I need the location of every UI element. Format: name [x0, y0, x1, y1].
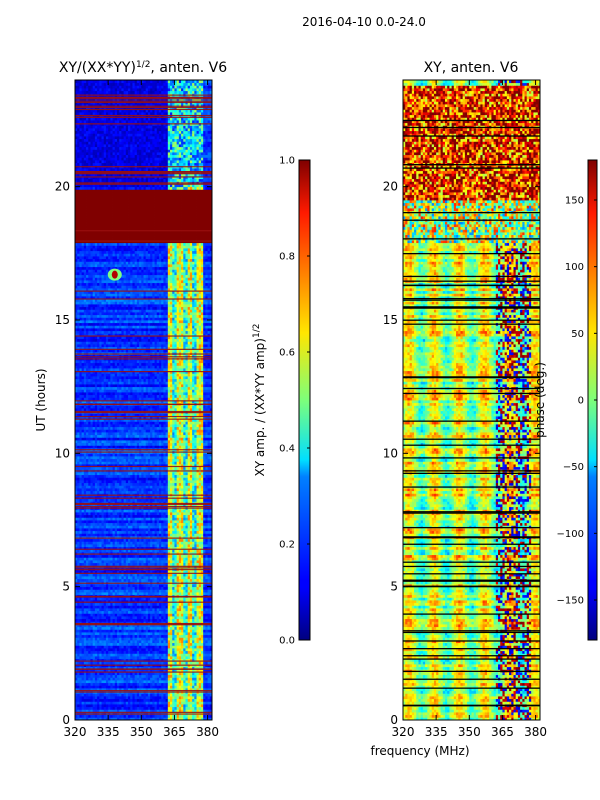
colorbar2-gradient: [588, 160, 597, 640]
y-tick-label: 10: [383, 446, 398, 460]
xlabel: frequency (MHz): [370, 744, 469, 758]
colorbar-tick-label: 0.4: [279, 444, 295, 455]
panel1-heatmap: [75, 80, 212, 720]
y-tick-label: 15: [383, 313, 398, 327]
x-tick-label: 320: [392, 725, 415, 739]
panel2-heatmap: [403, 80, 540, 720]
colorbar-tick-label: 0.2: [279, 540, 295, 551]
colorbar-tick-label: 0.6: [279, 348, 295, 359]
colorbar-tick-label: 0: [578, 396, 584, 407]
y-tick-label: 20: [55, 180, 70, 194]
x-tick-label: 365: [163, 725, 186, 739]
panel1-x-ticks: 320 335 350 365 380: [64, 80, 219, 739]
colorbar1-ticks: 0.0 0.2 0.4 0.6 0.8 1.0: [279, 156, 310, 647]
colorbar-tick-label: 50: [571, 329, 584, 340]
colorbar-tick-label: −50: [563, 462, 584, 473]
colorbar-tick-label: 100: [565, 262, 584, 273]
panel2-title: XY, anten. V6: [424, 60, 519, 76]
panel1-title: XY/(XX*YY)1/2, anten. V6: [59, 60, 227, 76]
colorbar-tick-label: −150: [557, 596, 584, 607]
panel2-frame: [402, 79, 541, 721]
x-tick-label: 335: [97, 725, 120, 739]
hot-spot-core: [111, 270, 118, 279]
x-tick-label: 350: [458, 725, 481, 739]
colorbar-tick-label: 0.8: [279, 252, 295, 263]
panel1-y-ticks: 0 5 10 15 20: [55, 180, 212, 727]
colorbar-tick-label: 150: [565, 196, 584, 207]
y-tick-label: 15: [55, 313, 70, 327]
panel2-x-ticks: 320 335 350 365 380: [392, 80, 547, 739]
colorbar-tick-label: 0.0: [279, 636, 295, 647]
colorbar2-label: phase (deg.): [533, 362, 547, 438]
colorbar1-label: XY amp. / (XX*YY amp)1/2: [252, 324, 267, 477]
colorbar1-frame: [298, 159, 311, 641]
colorbar-tick-label: −100: [557, 529, 584, 540]
x-tick-label: 365: [491, 725, 514, 739]
colorbar2-ticks: 150 100 50 0 −50 −100 −150: [557, 196, 597, 607]
colorbar-tick-label: 1.0: [279, 156, 295, 167]
x-tick-label: 380: [196, 725, 219, 739]
y-tick-label: 10: [55, 446, 70, 460]
y-tick-label: 5: [62, 580, 70, 594]
y-tick-label: 20: [383, 180, 398, 194]
y-tick-label: 0: [390, 713, 398, 727]
x-tick-label: 380: [524, 725, 547, 739]
panel1-frame: [74, 79, 213, 721]
y-tick-label: 5: [390, 580, 398, 594]
x-tick-label: 350: [130, 725, 153, 739]
y-tick-label: 0: [62, 713, 70, 727]
x-tick-label: 335: [425, 725, 448, 739]
x-tick-label: 320: [64, 725, 87, 739]
colorbar1-gradient: [299, 160, 310, 640]
panel2-y-ticks: 0 5 10 15 20: [383, 180, 540, 727]
panel1-ylabel: UT (hours): [34, 368, 48, 431]
suptitle: 2016-04-10 0.0-24.0: [302, 15, 426, 29]
